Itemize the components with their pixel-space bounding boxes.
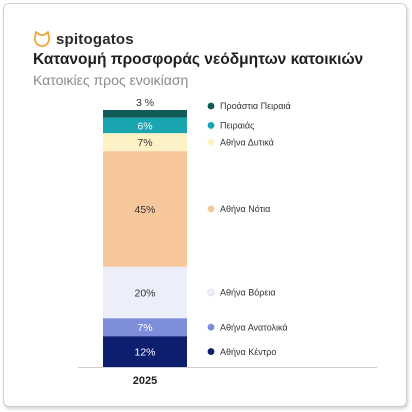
brand-name: spitogatos bbox=[56, 30, 134, 48]
chart-card bbox=[3, 3, 407, 407]
legend-label-series-2: Αθήνα Βόρεια bbox=[220, 288, 276, 298]
data-label-series-3: 45% bbox=[134, 204, 155, 216]
legend-marker-series-5 bbox=[207, 122, 215, 129]
chart-subtitle: Κατοικίες προς ενοικίαση bbox=[33, 72, 189, 88]
legend-marker-series-6 bbox=[207, 102, 215, 110]
data-label-series-0: 12% bbox=[134, 347, 155, 359]
bar-segment-series-5 bbox=[103, 117, 187, 134]
legend-label-series-1: Αθήνα Ανατολικά bbox=[220, 322, 288, 332]
legend-marker-series-0 bbox=[207, 348, 215, 355]
bar-segment-series-0 bbox=[103, 336, 187, 367]
bar-segment-series-2 bbox=[103, 266, 187, 319]
cat-head-icon bbox=[33, 31, 51, 47]
x-tick-label: 2025 bbox=[133, 375, 157, 387]
legend-marker-series-1 bbox=[207, 323, 215, 331]
legend-label-series-5: Πειραιάς bbox=[220, 121, 255, 131]
legend-label-series-6: Προάστια Πειραιά bbox=[220, 101, 291, 111]
bar-segment-series-6 bbox=[103, 110, 187, 118]
bar-segment-series-4 bbox=[103, 133, 187, 152]
bar-segment-series-1 bbox=[103, 318, 187, 337]
data-label-series-5: 6% bbox=[137, 120, 152, 132]
legend-label-series-0: Αθήνα Κέντρο bbox=[220, 347, 276, 357]
brand: spitogatos bbox=[33, 30, 134, 48]
legend-label-series-3: Αθήνα Νότια bbox=[220, 204, 270, 214]
data-label-series-4: 7% bbox=[137, 137, 152, 149]
legend-marker-series-3 bbox=[207, 205, 215, 213]
legend-label-series-4: Αθήνα Δυτικά bbox=[220, 137, 274, 147]
legend-marker-series-2 bbox=[207, 288, 215, 297]
data-label-series-1: 7% bbox=[137, 322, 152, 334]
bar-segment-series-3 bbox=[103, 151, 187, 267]
legend-marker-series-4 bbox=[207, 138, 215, 146]
data-label-series-2: 20% bbox=[134, 287, 155, 299]
chart-title: Κατανομή προσφοράς νεόδμητων κατοικιών bbox=[33, 51, 364, 68]
data-label-series-6: 3 % bbox=[136, 97, 154, 109]
